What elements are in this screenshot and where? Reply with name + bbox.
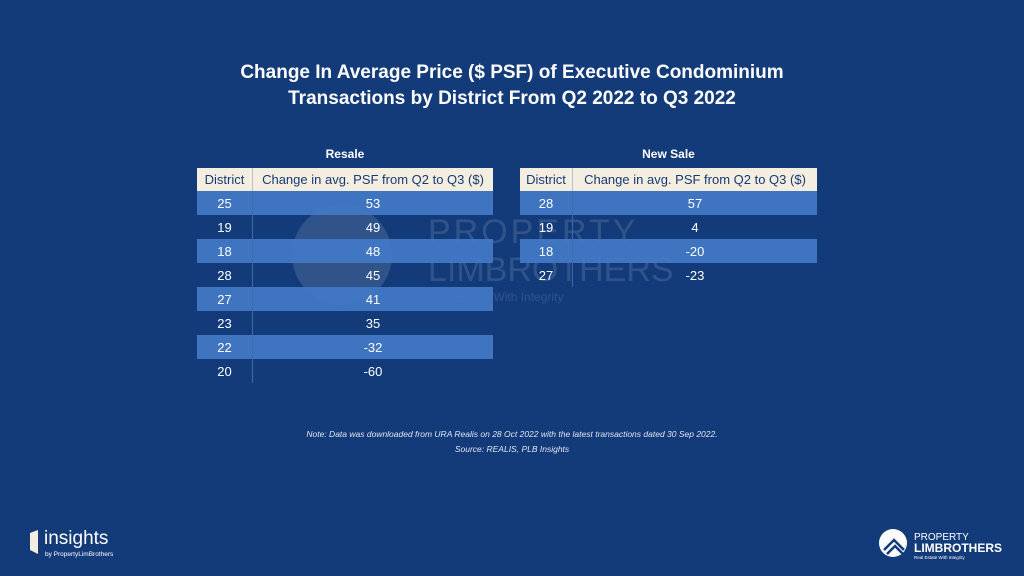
column-header-district: District [520, 168, 573, 191]
change-cell: 48 [252, 239, 493, 263]
district-cell: 28 [520, 191, 573, 215]
change-cell: 41 [252, 287, 493, 311]
svg-text:PROPERTY: PROPERTY [914, 532, 969, 543]
change-cell: -20 [572, 239, 817, 263]
district-cell: 23 [197, 311, 253, 335]
district-cell: 25 [197, 191, 253, 215]
insights-logo: insights by PropertyLimBrothers [28, 528, 138, 565]
property-limbrothers-logo-icon: PROPERTY LIMBROTHERS Real Estate With In… [879, 529, 1002, 560]
table-row: 28 45 [197, 263, 493, 287]
district-cell: 19 [197, 215, 253, 239]
column-header-change: Change in avg. PSF from Q2 to Q3 ($) [252, 168, 493, 191]
district-cell: 18 [197, 239, 253, 263]
resale-table: District Change in avg. PSF from Q2 to Q3… [197, 168, 493, 383]
page-title: Change In Average Price ($ PSF) of Execu… [0, 60, 1024, 112]
change-cell: -60 [363, 363, 383, 379]
change-cell: 49 [365, 219, 381, 235]
source-text: Source: REALIS, PLB Insights [454, 444, 570, 454]
district-cell: 22 [197, 335, 253, 359]
table-row: 19 49 [197, 215, 493, 239]
table-row: 18 48 [197, 239, 493, 263]
change-cell: 57 [572, 191, 817, 215]
svg-text:LIMBROTHERS: LIMBROTHERS [914, 541, 1002, 555]
svg-text:by PropertyLimBrothers: by PropertyLimBrothers [45, 551, 114, 558]
new-sale-title: New Sale [642, 147, 695, 161]
district-cell: 20 [197, 359, 253, 383]
title-line-2: Transactions by District From Q2 2022 to… [288, 88, 736, 109]
resale-title: Resale [325, 147, 365, 161]
column-header-district: District [197, 168, 253, 191]
header-row: District Change in avg. PSF from Q2 to Q3… [197, 168, 493, 191]
table-row: 27 -23 [520, 263, 817, 287]
insights-logo-icon: insights by PropertyLimBrothers [30, 528, 114, 558]
property-limbrothers-logo: PROPERTY LIMBROTHERS Real Estate With In… [878, 528, 1018, 565]
column-header-change: Change in avg. PSF from Q2 to Q3 ($) [572, 168, 817, 191]
note-text: Note: Data was downloaded from URA Reali… [306, 429, 718, 439]
change-cell: 53 [252, 191, 493, 215]
svg-text:insights: insights [44, 528, 108, 549]
district-cell: 18 [520, 239, 573, 263]
table-row: 25 53 [197, 191, 493, 215]
table-row: 19 4 [520, 215, 817, 239]
district-cell: 28 [197, 263, 253, 287]
table-row: 27 41 [197, 287, 493, 311]
change-cell: 4 [691, 219, 699, 235]
table-row: 18 -20 [520, 239, 817, 263]
change-cell: -32 [252, 335, 493, 359]
change-cell: 35 [365, 315, 381, 331]
change-cell: -23 [685, 267, 705, 283]
header-row: District Change in avg. PSF from Q2 to Q3… [520, 168, 817, 191]
title-line-1: Change In Average Price ($ PSF) of Execu… [240, 62, 784, 83]
change-cell: 45 [365, 267, 381, 283]
svg-text:Real Estate With Integrity: Real Estate With Integrity [914, 555, 966, 560]
table-row: 22 -32 [197, 335, 493, 359]
district-cell: 27 [520, 263, 573, 287]
table-row: 28 57 [520, 191, 817, 215]
table-row: 23 35 [197, 311, 493, 335]
table-row: 20 -60 [197, 359, 493, 383]
district-cell: 27 [197, 287, 253, 311]
district-cell: 19 [520, 215, 573, 239]
new-sale-table: District Change in avg. PSF from Q2 to Q3… [520, 168, 817, 287]
